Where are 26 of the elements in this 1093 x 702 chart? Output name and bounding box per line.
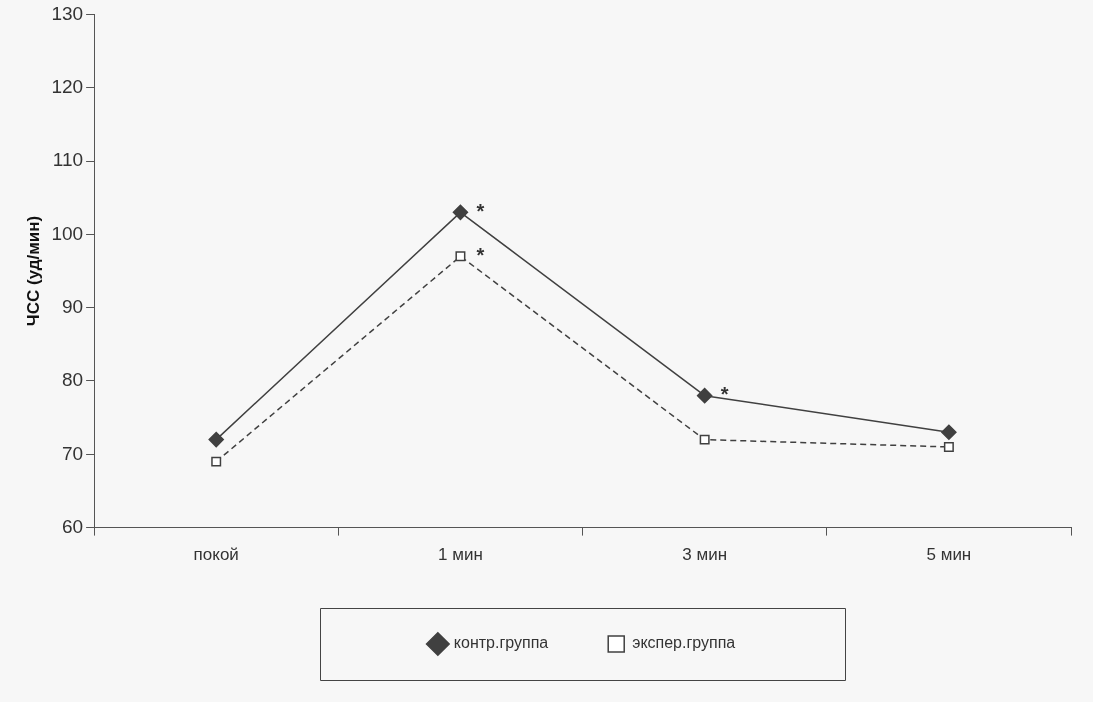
y-tick-label: 110 — [52, 149, 84, 171]
point — [455, 251, 466, 262]
y-tick-label: 80 — [61, 369, 84, 391]
y-tick-label: 120 — [51, 75, 84, 97]
legend-label: контр.группа — [453, 634, 549, 652]
point — [452, 204, 469, 221]
point — [699, 434, 710, 445]
y-tick-label: 90 — [61, 295, 84, 317]
annotation: * — [476, 199, 485, 222]
point — [208, 431, 224, 448]
annotation: * — [476, 243, 485, 266]
y-tick-label: 130 — [51, 2, 84, 24]
point — [696, 387, 713, 404]
x-tick-label: 5 мин — [926, 545, 972, 565]
x-tick-label: 1 мин — [438, 545, 483, 565]
y-axis-title: ЧСС (уд/мин) — [23, 215, 43, 327]
y-tick-label: 70 — [61, 442, 84, 464]
annotation: * — [720, 383, 729, 406]
y-tick-label: 100 — [51, 222, 84, 244]
point — [211, 456, 222, 467]
x-tick-label: 3 мин — [682, 545, 728, 565]
legend-label: экспер.группа — [632, 634, 736, 652]
point — [941, 424, 957, 441]
x-tick-label: покой — [193, 545, 239, 565]
y-tick-label: 60 — [61, 515, 84, 537]
point — [943, 441, 954, 452]
